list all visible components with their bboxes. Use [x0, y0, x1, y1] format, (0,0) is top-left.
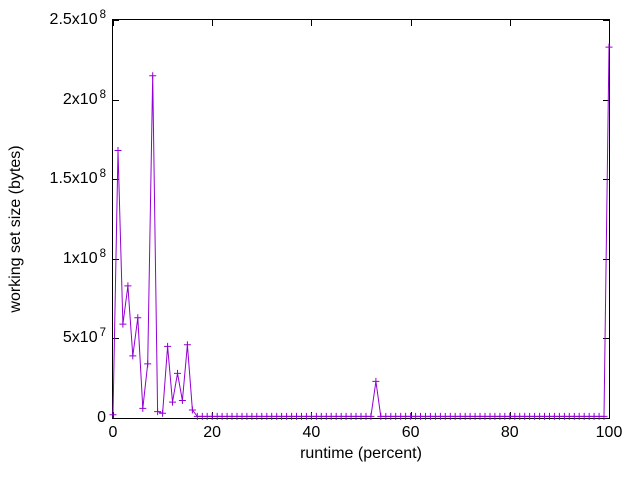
y-tick-label: 2x10 8 [62, 88, 106, 108]
axis-tick-marks [113, 20, 610, 419]
plot-border-and-ticks [112, 19, 610, 419]
y-axis-label: working set size (bytes) [7, 145, 24, 313]
y-tick-label: 1.5x10 8 [49, 168, 106, 188]
x-tick-label: 20 [203, 424, 222, 441]
y-tick-label: 2.5x10 8 [49, 9, 106, 28]
x-tick-label: 60 [401, 424, 420, 441]
data-series-line [109, 43, 613, 420]
plot-border [112, 19, 610, 419]
x-tick-label: 0 [108, 424, 118, 441]
series-polyline [112, 47, 610, 417]
y-tick-label: 5x10 7 [62, 327, 106, 347]
y-tick-label: 0 [97, 409, 106, 426]
x-axis-label: runtime (percent) [300, 445, 422, 462]
x-tick-label: 80 [500, 424, 519, 441]
x-tick-label: 100 [595, 424, 623, 441]
series-plus-markers [109, 43, 613, 420]
x-tick-label: 40 [302, 424, 321, 441]
y-tick-label: 1x10 8 [62, 247, 106, 267]
